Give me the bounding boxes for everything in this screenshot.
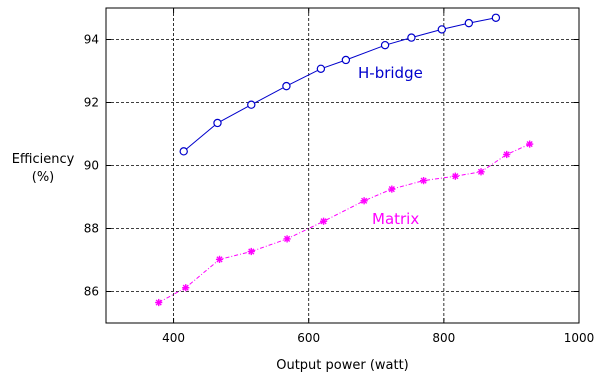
- data-point: [388, 185, 396, 193]
- data-point: [247, 100, 256, 109]
- data-point: [437, 25, 447, 34]
- y-tick-label: 88: [84, 222, 99, 236]
- axis-ticks: 400 600 800 1000 86 88 90 92 94: [84, 8, 594, 345]
- y-tick-label: 94: [84, 33, 99, 47]
- data-point: [341, 55, 351, 65]
- data-point: [491, 13, 501, 22]
- series-h-bridge: [179, 13, 501, 156]
- y-tick-label: 92: [84, 96, 99, 110]
- series-label-h-bridge: H-bridge: [358, 64, 423, 82]
- data-point: [380, 40, 390, 50]
- data-point: [155, 298, 163, 307]
- data-point: [503, 150, 511, 159]
- x-tick-label: 800: [432, 331, 455, 345]
- data-point: [316, 64, 326, 73]
- data-point: [407, 33, 416, 42]
- data-point: [451, 172, 459, 180]
- grid: [106, 8, 579, 323]
- x-tick-label: 600: [297, 331, 320, 345]
- data-point: [477, 168, 485, 176]
- series-line-h-bridge: [183, 17, 496, 152]
- data-point: [179, 147, 188, 156]
- x-tick-label: 400: [162, 331, 185, 345]
- data-point: [464, 18, 474, 28]
- x-axis-label: Output power (watt): [276, 358, 409, 373]
- data-point: [283, 235, 291, 243]
- data-point: [419, 177, 428, 185]
- y-tick-label: 90: [84, 159, 99, 173]
- data-point: [526, 140, 534, 148]
- series-line-matrix: [158, 143, 530, 303]
- x-tick-label: 1000: [564, 331, 594, 345]
- y-axis-label-line2: (%): [32, 170, 55, 185]
- data-point: [215, 255, 224, 263]
- data-point: [360, 197, 368, 205]
- series-matrix: [155, 140, 534, 307]
- y-tick-label: 86: [84, 285, 99, 299]
- data-point: [282, 81, 291, 91]
- y-axis-label-line1: Efficiency: [12, 152, 75, 167]
- data-point: [182, 284, 190, 292]
- data-point: [319, 217, 328, 225]
- data-point: [213, 118, 222, 128]
- series-layer: [155, 13, 534, 307]
- data-point: [247, 247, 255, 256]
- series-label-matrix: Matrix: [372, 210, 419, 228]
